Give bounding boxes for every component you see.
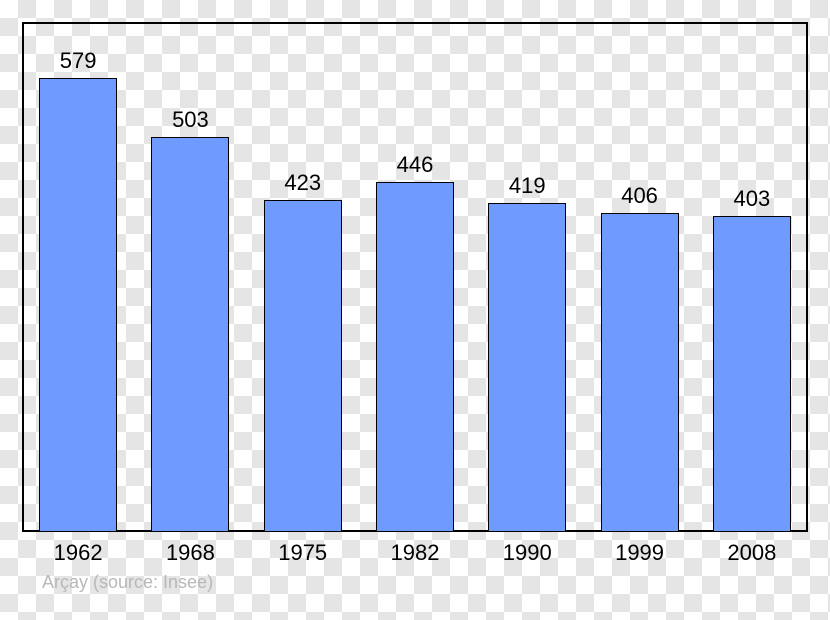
x-axis-label-1968: 1968 xyxy=(166,540,215,566)
bar-1975 xyxy=(264,200,342,532)
value-label-1999: 406 xyxy=(621,183,658,209)
x-axis-label-1990: 1990 xyxy=(503,540,552,566)
value-label-1968: 503 xyxy=(172,107,209,133)
value-label-2008: 403 xyxy=(733,186,770,212)
x-axis-label-2008: 2008 xyxy=(727,540,776,566)
value-label-1975: 423 xyxy=(284,170,321,196)
value-label-1962: 579 xyxy=(60,48,97,74)
bar-1990 xyxy=(488,203,566,532)
source-caption: Arçay (source: Insee) xyxy=(42,572,213,593)
bar-1999 xyxy=(601,213,679,532)
bar-2008 xyxy=(713,216,791,532)
x-axis-label-1982: 1982 xyxy=(391,540,440,566)
x-axis-label-1962: 1962 xyxy=(54,540,103,566)
value-label-1990: 419 xyxy=(509,173,546,199)
bar-1982 xyxy=(376,182,454,532)
bar-1968 xyxy=(151,137,229,532)
x-axis-label-1975: 1975 xyxy=(278,540,327,566)
x-axis-label-1999: 1999 xyxy=(615,540,664,566)
bar-1962 xyxy=(39,78,117,532)
value-label-1982: 446 xyxy=(397,152,434,178)
